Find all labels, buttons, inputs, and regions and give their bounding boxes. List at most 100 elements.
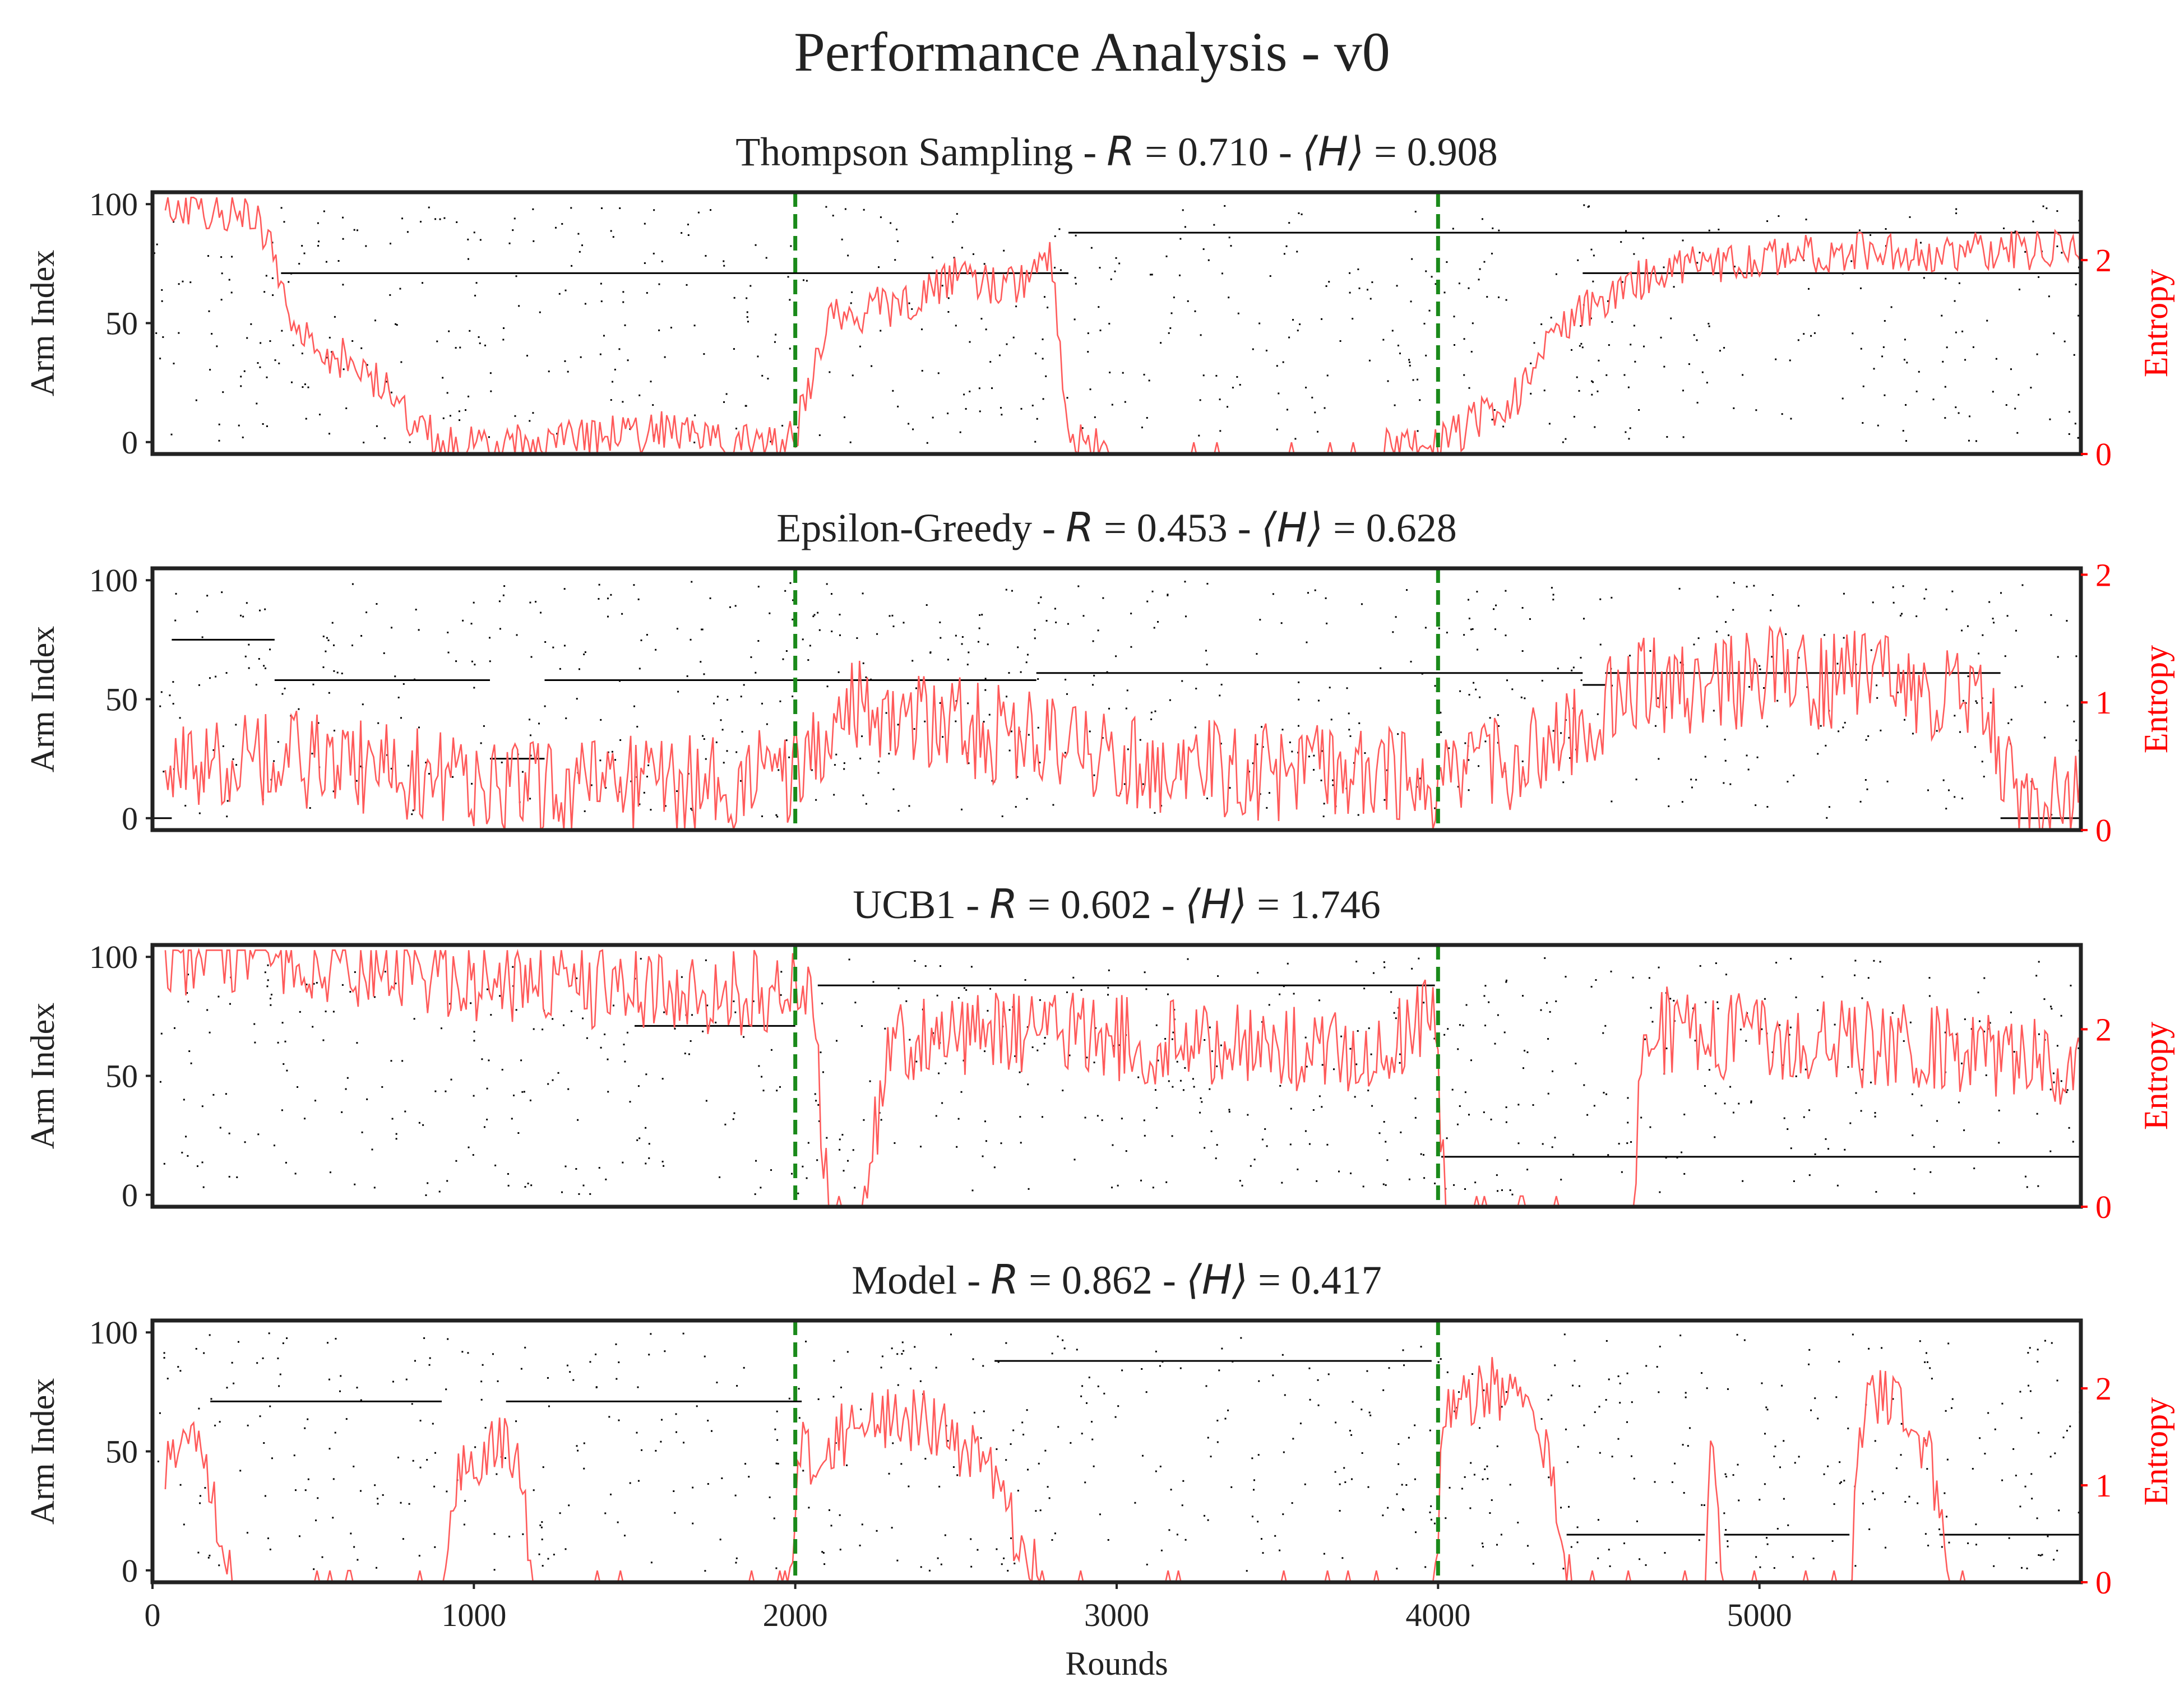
arm-choice-point xyxy=(256,402,258,405)
arm-choice-point xyxy=(570,207,572,209)
arm-choice-point xyxy=(1431,276,1433,278)
arm-choice-point xyxy=(683,1442,685,1444)
r-symbol: R xyxy=(989,881,1017,928)
arm-choice-point xyxy=(307,1478,309,1480)
arm-choice-point xyxy=(792,599,794,601)
arm-choice-point xyxy=(195,399,197,401)
arm-choice-point xyxy=(1670,317,1672,319)
arm-choice-point xyxy=(373,1187,376,1189)
arm-choice-point xyxy=(746,316,748,318)
arm-choice-point xyxy=(1252,1489,1255,1491)
arm-choice-point xyxy=(507,1173,509,1175)
arm-choice-point xyxy=(577,1119,579,1121)
arm-choice-point xyxy=(1091,684,1094,686)
x-tick-label: 1000 xyxy=(441,1597,506,1633)
arm-choice-point xyxy=(616,1378,618,1380)
arm-choice-point xyxy=(1808,1349,1811,1351)
arm-choice-point xyxy=(892,1442,894,1444)
arm-choice-point xyxy=(860,1025,863,1027)
arm-choice-point xyxy=(1640,1116,1642,1119)
arm-choice-point xyxy=(1330,719,1332,721)
arm-choice-point xyxy=(1713,710,1715,712)
arm-choice-point xyxy=(434,1546,436,1548)
arm-choice-point xyxy=(940,1563,942,1565)
arm-choice-point xyxy=(1993,622,1995,624)
arm-choice-point xyxy=(1788,1034,1790,1036)
arm-choice-point xyxy=(664,805,667,807)
arm-choice-point xyxy=(1705,1001,1707,1003)
arm-choice-point xyxy=(357,1559,359,1561)
arm-choice-point xyxy=(1704,756,1706,758)
arm-choice-point xyxy=(2056,210,2058,212)
arm-choice-point xyxy=(1015,305,1017,308)
arm-choice-point xyxy=(1945,277,1947,280)
arm-choice-point xyxy=(1151,590,1154,592)
arm-choice-point xyxy=(434,1452,436,1454)
arm-choice-point xyxy=(860,1409,862,1411)
arm-choice-point xyxy=(1520,696,1523,698)
arm-choice-point xyxy=(559,668,561,670)
arm-choice-point xyxy=(304,383,306,386)
arm-choice-point xyxy=(448,330,450,332)
arm-choice-point xyxy=(1228,1109,1230,1111)
arm-choice-point xyxy=(271,277,274,279)
arm-choice-point xyxy=(645,1162,647,1165)
arm-choice-point xyxy=(1666,435,1668,438)
arm-choice-point xyxy=(622,301,624,303)
arm-choice-point xyxy=(1552,730,1554,732)
arm-choice-point xyxy=(761,702,764,705)
arm-choice-point xyxy=(1221,272,1223,275)
arm-choice-point xyxy=(1047,1486,1049,1488)
arm-choice-point xyxy=(1477,648,1479,651)
arm-choice-point xyxy=(1955,331,1957,333)
arm-choice-point xyxy=(1219,694,1221,697)
arm-choice-point xyxy=(648,1354,650,1356)
arm-choice-point xyxy=(661,1078,664,1080)
arm-choice-point xyxy=(940,965,942,967)
arm-choice-point xyxy=(281,693,284,695)
arm-choice-point xyxy=(490,390,492,392)
arm-choice-point xyxy=(1683,1173,1686,1175)
arm-choice-point xyxy=(211,333,213,335)
arm-choice-point xyxy=(959,431,961,433)
arm-choice-point xyxy=(2001,1402,2003,1405)
arm-choice-point xyxy=(892,626,895,628)
arm-choice-point xyxy=(1679,661,1682,664)
arm-choice-point xyxy=(1054,235,1056,237)
arm-choice-point xyxy=(2060,1080,2062,1082)
arm-choice-point xyxy=(218,995,220,998)
arm-choice-point xyxy=(1463,374,1465,376)
x-tick-label: 4000 xyxy=(1405,1597,1470,1633)
arm-choice-point xyxy=(787,276,789,278)
arm-choice-point xyxy=(1422,1153,1424,1156)
arm-choice-point xyxy=(1775,962,1778,964)
arm-choice-point xyxy=(1167,993,1169,995)
arm-choice-point xyxy=(1391,330,1394,332)
arm-choice-point xyxy=(1875,1190,1877,1193)
arm-choice-point xyxy=(1492,227,1494,229)
arm-choice-point xyxy=(1283,1451,1285,1453)
arm-choice-point xyxy=(1206,582,1209,585)
arm-choice-point xyxy=(564,1548,567,1550)
arm-choice-point xyxy=(456,221,458,223)
arm-choice-point xyxy=(1789,1026,1792,1028)
arm-choice-point xyxy=(1157,620,1159,623)
arm-choice-point xyxy=(317,1497,319,1499)
arm-choice-point xyxy=(1975,440,1977,442)
arm-choice-point xyxy=(1054,608,1056,610)
arm-choice-point xyxy=(2077,437,2079,439)
arm-choice-point xyxy=(846,1351,849,1353)
arm-choice-point xyxy=(447,631,449,633)
arm-choice-point xyxy=(681,232,683,234)
arm-choice-point xyxy=(829,1509,831,1511)
arm-choice-point xyxy=(1611,321,1613,323)
arm-choice-point xyxy=(998,354,1001,356)
arm-choice-point xyxy=(775,814,778,816)
arm-choice-point xyxy=(755,244,757,246)
arm-choice-point xyxy=(354,971,356,973)
arm-choice-point xyxy=(1269,275,1271,277)
arm-choice-point xyxy=(524,1186,526,1188)
arm-choice-point xyxy=(412,1460,414,1462)
arm-choice-point xyxy=(1577,259,1579,261)
arm-choice-point xyxy=(984,1050,986,1053)
